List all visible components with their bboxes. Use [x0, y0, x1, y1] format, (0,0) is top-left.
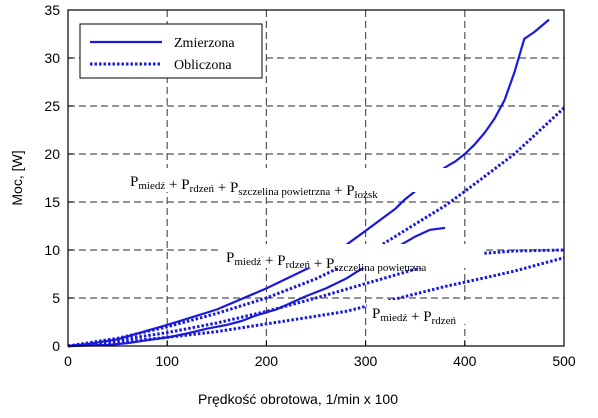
- x-tick-label-4: 400: [453, 353, 477, 369]
- x-tick-label-5: 500: [552, 353, 576, 369]
- annotation-bg-0: [125, 168, 459, 192]
- annotation-backgrounds: [125, 168, 483, 324]
- annotation-label-2: Pmiedź + Prdzeń: [372, 306, 456, 327]
- legend-label-0: Zmierzona: [174, 36, 235, 51]
- frame: [67, 9, 565, 347]
- y-tick-label-6: 30: [44, 50, 60, 66]
- x-axis-label: Prędkość obrotowa, 1/min x 100: [198, 391, 398, 407]
- y-tick-label-3: 15: [44, 194, 60, 210]
- y-tick-label-1: 5: [52, 290, 60, 306]
- y-axis-label: Moc, [W]: [9, 150, 25, 205]
- annotation-label-0: Pmiedź + Prdzeń + Pszczelina powietrzna …: [130, 174, 378, 201]
- series-line-0: [67, 18, 550, 348]
- legend-box: [79, 23, 263, 79]
- series-line-4: [67, 256, 565, 348]
- ticks: 0 100 200 300 400 500 0 5 10 15 20 25 30 35: [44, 2, 575, 369]
- x-tick-label-3: 300: [354, 353, 378, 369]
- y-tick-label-4: 20: [44, 146, 60, 162]
- x-tick-label-0: 0: [64, 353, 72, 369]
- legend-label-1: Obliczona: [174, 58, 232, 73]
- x-tick-label-2: 200: [255, 353, 279, 369]
- annotation-label-1: Pmiedź + Prdzeń + Pszczelina powietrzna: [226, 250, 426, 274]
- y-tick-label-5: 25: [44, 98, 60, 114]
- legend: Zmierzona Obliczona: [79, 23, 263, 79]
- y-tick-label-0: 0: [52, 338, 60, 354]
- y-tick-label-2: 10: [44, 242, 60, 258]
- series-line-3: [67, 248, 565, 348]
- annotation-bg-2: [367, 300, 481, 324]
- y-tick-label-7: 35: [44, 2, 60, 18]
- x-tick-label-1: 100: [156, 353, 180, 369]
- annotations: Pmiedź + Prdzeń + Pszczelina powietrzna …: [130, 174, 456, 327]
- annotation-bg-1: [221, 244, 483, 268]
